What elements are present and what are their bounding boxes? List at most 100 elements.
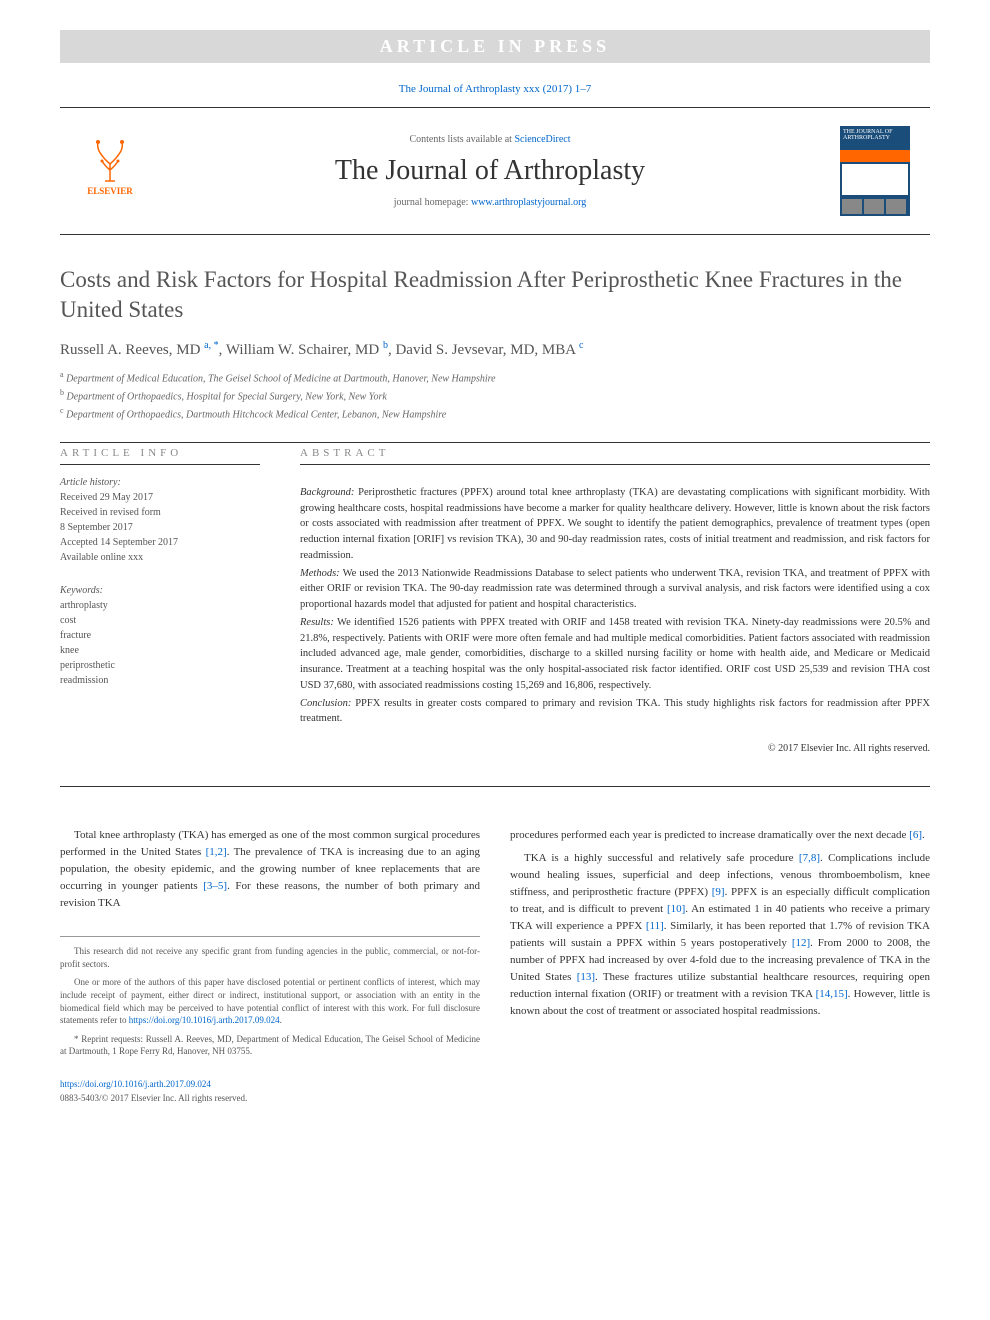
reprint-label: * Reprint requests: xyxy=(74,1034,143,1044)
divider xyxy=(60,234,930,235)
keyword: readmission xyxy=(60,673,260,688)
divider xyxy=(60,442,930,443)
cover-title: THE JOURNAL OF ARTHROPLASTY xyxy=(840,126,910,144)
disclosure-tail: . xyxy=(280,1015,282,1025)
citation-ref[interactable]: [11] xyxy=(646,920,664,932)
disclosure-note: One or more of the authors of this paper… xyxy=(60,976,480,1026)
author-name: David S. Jevsevar, MD, MBA xyxy=(395,342,575,358)
affiliation: b Department of Orthopaedics, Hospital f… xyxy=(60,387,930,405)
abstract-body: Background: Periprosthetic fractures (PP… xyxy=(300,475,930,756)
article-info-column: ARTICLE INFO Article history: Received 2… xyxy=(60,447,260,756)
cover-thumb xyxy=(864,199,884,214)
body-text: . xyxy=(922,829,925,841)
body-paragraph: Total knee arthroplasty (TKA) has emerge… xyxy=(60,827,480,912)
journal-header-center: Contents lists available at ScienceDirec… xyxy=(160,134,820,208)
body-column-left: Total knee arthroplasty (TKA) has emerge… xyxy=(60,827,480,1106)
history-label: Article history: xyxy=(60,475,260,490)
affiliations: a Department of Medical Education, The G… xyxy=(60,369,930,424)
author-affiliation-marker: c xyxy=(579,340,583,351)
body-paragraph: TKA is a highly successful and relativel… xyxy=(510,850,930,1020)
abstract-heading: ABSTRACT xyxy=(300,447,930,465)
keyword: knee xyxy=(60,643,260,658)
body-text: TKA is a highly successful and relativel… xyxy=(524,852,799,864)
abstract-label: Results: xyxy=(300,617,334,628)
affiliation: a Department of Medical Education, The G… xyxy=(60,369,930,387)
author-affiliation-marker: a, * xyxy=(204,340,218,351)
body-columns: Total knee arthroplasty (TKA) has emerge… xyxy=(60,827,930,1106)
cover-footer xyxy=(840,197,910,216)
author: William W. Schairer, MD b xyxy=(226,342,388,358)
citation-ref[interactable]: [13] xyxy=(577,971,595,983)
abstract-section: Results: We identified 1526 patients wit… xyxy=(300,615,930,694)
history-line: Accepted 14 September 2017 xyxy=(60,535,260,550)
citation-ref[interactable]: [14,15] xyxy=(816,988,848,1000)
author: Russell A. Reeves, MD a, * xyxy=(60,342,219,358)
cover-thumb xyxy=(842,199,862,214)
contents-prefix: Contents lists available at xyxy=(409,134,514,145)
divider xyxy=(60,786,930,787)
history-line: 8 September 2017 xyxy=(60,520,260,535)
page-footer: https://doi.org/10.1016/j.arth.2017.09.0… xyxy=(60,1078,480,1106)
cover-thumb xyxy=(886,199,906,214)
history-line: Available online xxx xyxy=(60,550,260,565)
homepage-prefix: journal homepage: xyxy=(394,197,471,208)
history-line: Received 29 May 2017 xyxy=(60,490,260,505)
citation-ref[interactable]: [6] xyxy=(909,829,922,841)
article-in-press-banner: ARTICLE IN PRESS xyxy=(60,30,930,63)
affiliation-text: Department of Medical Education, The Gei… xyxy=(66,373,496,384)
journal-cover-thumbnail: THE JOURNAL OF ARTHROPLASTY xyxy=(840,126,910,216)
funding-note: This research did not receive any specif… xyxy=(60,945,480,970)
citation-ref[interactable]: [1,2] xyxy=(206,846,227,858)
author-affiliation-marker: b xyxy=(383,340,388,351)
article-title: Costs and Risk Factors for Hospital Read… xyxy=(60,265,930,325)
abstract-section: Methods: We used the 2013 Nationwide Rea… xyxy=(300,566,930,613)
elsevier-logo: ELSEVIER xyxy=(80,136,140,206)
affiliation-text: Department of Orthopaedics, Hospital for… xyxy=(67,391,387,402)
abstract-column: ABSTRACT Background: Periprosthetic frac… xyxy=(300,447,930,756)
abstract-text: We identified 1526 patients with PPFX tr… xyxy=(300,617,930,691)
disclosure-link[interactable]: https://doi.org/10.1016/j.arth.2017.09.0… xyxy=(129,1015,280,1025)
footnotes: This research did not receive any specif… xyxy=(60,936,480,1058)
body-text: procedures performed each year is predic… xyxy=(510,829,909,841)
citation-ref[interactable]: [9] xyxy=(712,886,725,898)
issn-line: 0883-5403/© 2017 Elsevier Inc. All right… xyxy=(60,1092,480,1106)
keywords: Keywords: arthroplasty cost fracture kne… xyxy=(60,583,260,688)
abstract-label: Methods: xyxy=(300,568,340,579)
info-abstract-row: ARTICLE INFO Article history: Received 2… xyxy=(60,447,930,756)
journal-name: The Journal of Arthroplasty xyxy=(160,155,820,187)
doi-link[interactable]: https://doi.org/10.1016/j.arth.2017.09.0… xyxy=(60,1078,480,1092)
keyword: periprosthetic xyxy=(60,658,260,673)
journal-header: ELSEVIER Contents lists available at Sci… xyxy=(60,112,930,230)
abstract-label: Background: xyxy=(300,487,354,498)
homepage-link[interactable]: www.arthroplastyjournal.org xyxy=(471,197,586,208)
reprint-note: * Reprint requests: Russell A. Reeves, M… xyxy=(60,1033,480,1058)
copyright-line: © 2017 Elsevier Inc. All rights reserved… xyxy=(300,741,930,756)
citation-ref[interactable]: [7,8] xyxy=(799,852,820,864)
abstract-text: PPFX results in greater costs compared t… xyxy=(300,698,930,725)
abstract-label: Conclusion: xyxy=(300,698,351,709)
article-history: Article history: Received 29 May 2017 Re… xyxy=(60,475,260,565)
contents-line: Contents lists available at ScienceDirec… xyxy=(160,134,820,145)
sciencedirect-link[interactable]: ScienceDirect xyxy=(514,134,570,145)
author-name: William W. Schairer, MD xyxy=(226,342,379,358)
article-page: ARTICLE IN PRESS The Journal of Arthropl… xyxy=(0,0,990,1136)
body-column-right: procedures performed each year is predic… xyxy=(510,827,930,1106)
authors-line: Russell A. Reeves, MD a, *, William W. S… xyxy=(60,340,930,359)
citation-line: The Journal of Arthroplasty xxx (2017) 1… xyxy=(60,83,930,95)
elsevier-label: ELSEVIER xyxy=(87,186,133,196)
citation-ref[interactable]: [3–5] xyxy=(203,880,227,892)
cover-stripe xyxy=(840,150,910,162)
keyword: fracture xyxy=(60,628,260,643)
citation-ref[interactable]: [12] xyxy=(792,937,810,949)
cover-body xyxy=(842,164,908,195)
affiliation: c Department of Orthopaedics, Dartmouth … xyxy=(60,405,930,423)
affiliation-marker: c xyxy=(60,406,64,415)
affiliation-marker: b xyxy=(60,388,64,397)
history-line: Received in revised form xyxy=(60,505,260,520)
affiliation-marker: a xyxy=(60,370,64,379)
keyword: arthroplasty xyxy=(60,598,260,613)
citation-ref[interactable]: [10] xyxy=(667,903,685,915)
abstract-text: Periprosthetic fractures (PPFX) around t… xyxy=(300,487,930,561)
abstract-text: We used the 2013 Nationwide Readmissions… xyxy=(300,568,930,611)
keywords-label: Keywords: xyxy=(60,583,260,598)
